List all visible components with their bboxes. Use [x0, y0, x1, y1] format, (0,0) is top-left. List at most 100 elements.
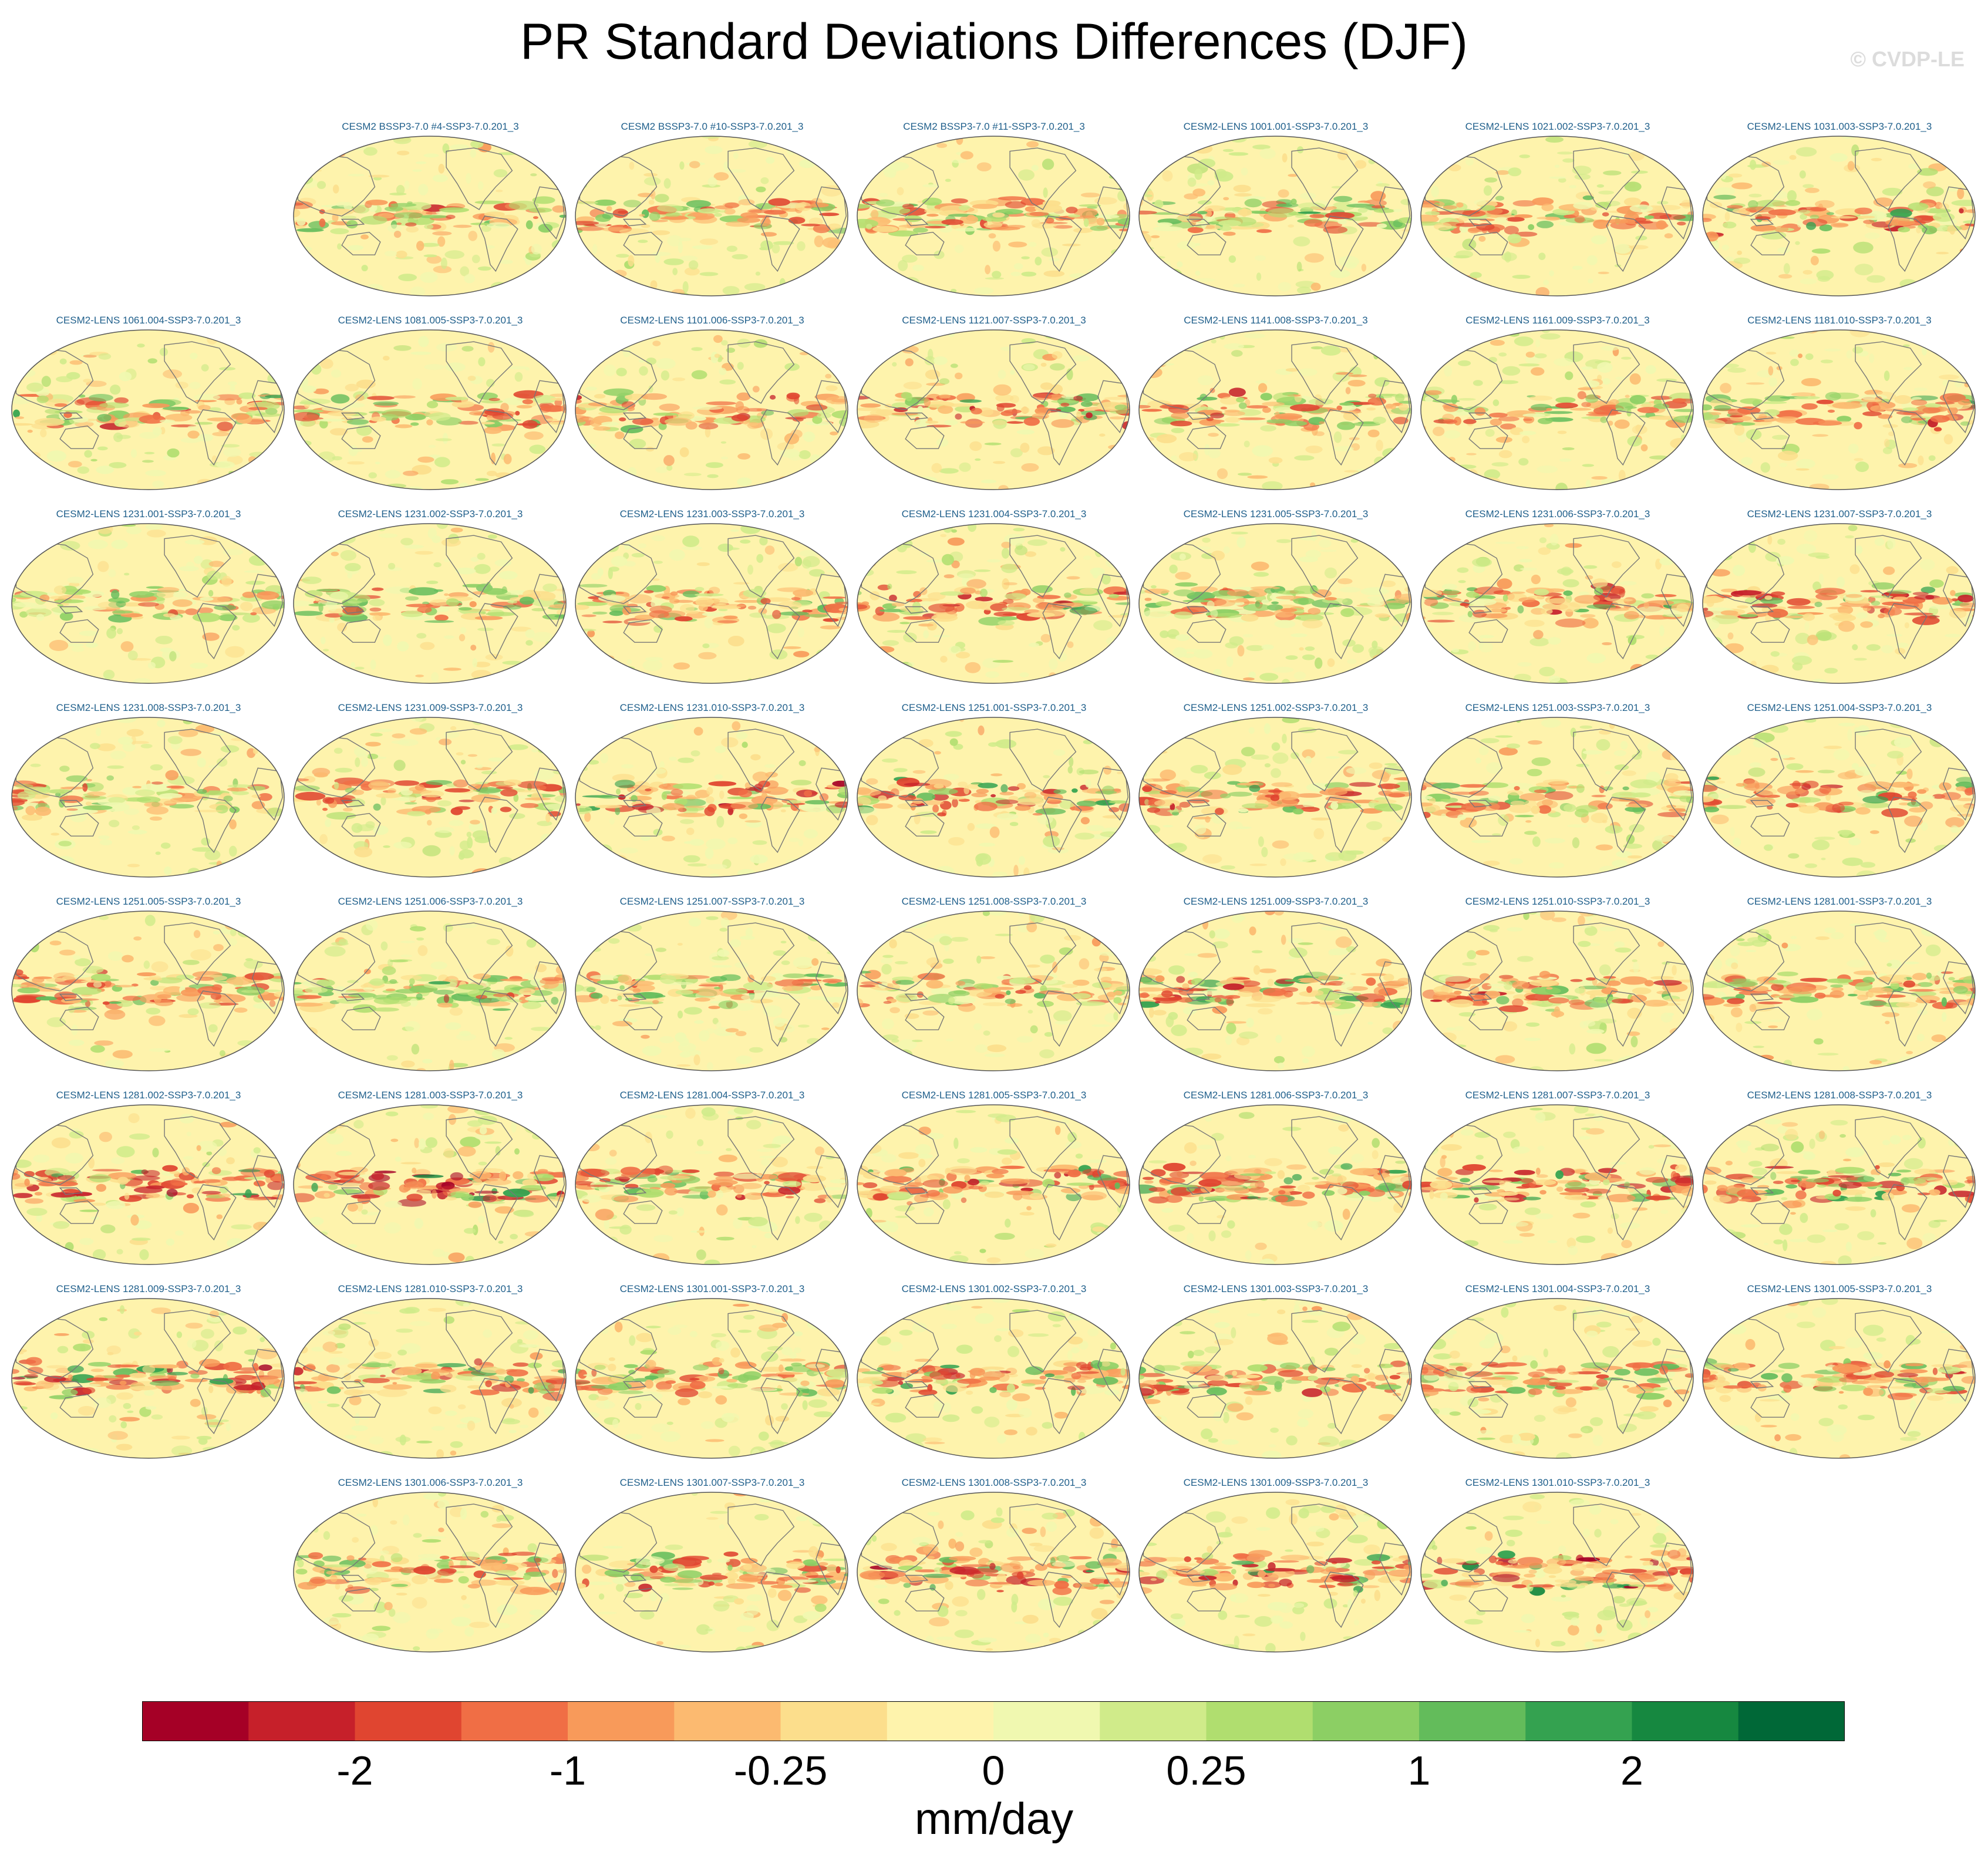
- coastline: [1706, 929, 1785, 992]
- coastline: [59, 1006, 99, 1030]
- coastline: [727, 535, 795, 598]
- coastline: [1706, 348, 1785, 410]
- coastline: [1187, 1587, 1227, 1611]
- coastline: [197, 409, 237, 466]
- coastline: [1424, 154, 1503, 217]
- coastline: [1424, 1510, 1503, 1573]
- map-panel: CESM2-LENS 1081.005-SSP3-7.0.201_3: [292, 315, 568, 497]
- map-panel-title: CESM2-LENS 1081.005-SSP3-7.0.201_3: [338, 315, 523, 326]
- coastline: [1888, 603, 1928, 660]
- map-globe: [857, 717, 1130, 878]
- map-panel: CESM2-LENS 1031.003-SSP3-7.0.201_3: [1701, 121, 1977, 303]
- coastline: [59, 812, 99, 837]
- coastline: [297, 1316, 376, 1379]
- map-panel-title: CESM2-LENS 1301.007-SSP3-7.0.201_3: [619, 1477, 805, 1488]
- coastline: [727, 341, 795, 404]
- coastline: [1143, 1122, 1221, 1185]
- map-panel: CESM2-LENS 1231.004-SSP3-7.0.201_3: [856, 508, 1132, 690]
- map-globe: [1702, 136, 1976, 296]
- map-panel: CESM2-LENS 1251.005-SSP3-7.0.201_3: [11, 896, 287, 1078]
- map-panel-title: CESM2-LENS 1251.004-SSP3-7.0.201_3: [1747, 702, 1932, 713]
- map-globe: [857, 1492, 1130, 1653]
- coastline: [197, 797, 237, 854]
- coastline: [1042, 1378, 1082, 1435]
- map-panel-title: CESM2-LENS 1231.006-SSP3-7.0.201_3: [1465, 508, 1650, 520]
- colorbar-swatch: [1206, 1701, 1313, 1741]
- colorbar-swatch: [142, 1701, 249, 1741]
- map-globe: [1702, 717, 1976, 878]
- map-panel-title: CESM2-LENS 1301.008-SSP3-7.0.201_3: [901, 1477, 1087, 1488]
- map-panel-title: CESM2-LENS 1231.001-SSP3-7.0.201_3: [56, 508, 241, 520]
- map-panel: CESM2-LENS 1251.009-SSP3-7.0.201_3: [1138, 896, 1414, 1078]
- coastline: [760, 797, 800, 854]
- coastline: [1009, 341, 1077, 404]
- coastline: [59, 1187, 83, 1195]
- coastline: [905, 812, 945, 837]
- coastline: [1187, 812, 1227, 837]
- coastline: [59, 606, 83, 614]
- coastline: [1187, 619, 1227, 643]
- coastline: [1186, 800, 1211, 808]
- map-panel: CESM2-LENS 1231.008-SSP3-7.0.201_3: [11, 702, 287, 884]
- coastline: [1009, 1503, 1077, 1566]
- map-panel-title: CESM2-LENS 1301.006-SSP3-7.0.201_3: [338, 1477, 523, 1488]
- map-panel: CESM2-LENS 1181.010-SSP3-7.0.201_3: [1701, 315, 1977, 497]
- coastline: [197, 603, 237, 660]
- coastline: [579, 735, 658, 798]
- coastline: [622, 606, 647, 614]
- coastline: [479, 215, 518, 272]
- coastline: [59, 412, 83, 420]
- coastline: [341, 1587, 381, 1611]
- map-globe: [1702, 329, 1976, 490]
- coastline: [1888, 990, 1928, 1047]
- coastline: [579, 348, 658, 410]
- coastline: [1750, 1394, 1790, 1418]
- coastline: [1143, 929, 1221, 992]
- coastline: [1606, 1572, 1646, 1628]
- coastline: [341, 425, 381, 449]
- coastline: [1606, 1378, 1646, 1435]
- coastline: [1291, 341, 1359, 404]
- map-panel-grid: CESM2 BSSP3-7.0 #4-SSP3-7.0.201_3 CESM2 B…: [11, 121, 1977, 1659]
- coastline: [622, 218, 647, 227]
- map-globe: [11, 911, 285, 1071]
- colorbar-swatch: [1419, 1701, 1526, 1741]
- map-panel-title: CESM2-LENS 1301.004-SSP3-7.0.201_3: [1465, 1283, 1650, 1294]
- colorbar-swatch: [887, 1701, 994, 1741]
- coastline: [1424, 541, 1503, 604]
- map-panel-title: CESM2-LENS 1101.006-SSP3-7.0.201_3: [620, 315, 804, 326]
- map-panel-title: CESM2-LENS 1281.002-SSP3-7.0.201_3: [56, 1090, 241, 1101]
- coastline: [341, 619, 381, 643]
- coastline: [1468, 993, 1492, 1002]
- coastline: [1324, 797, 1364, 854]
- coastline: [1573, 1310, 1640, 1373]
- map-panel: CESM2-LENS 1231.002-SSP3-7.0.201_3: [292, 508, 568, 690]
- map-panel: CESM2-LENS 1231.005-SSP3-7.0.201_3: [1138, 508, 1414, 690]
- coastline: [341, 412, 365, 420]
- map-panel: CESM2-LENS 1301.007-SSP3-7.0.201_3: [574, 1477, 850, 1659]
- map-globe: [857, 1298, 1130, 1459]
- map-globe: [11, 329, 285, 490]
- coastline: [1573, 535, 1640, 598]
- coastline: [623, 1587, 663, 1611]
- coastline: [1143, 348, 1221, 410]
- coastline: [905, 619, 945, 643]
- map-panel-title: CESM2-LENS 1251.002-SSP3-7.0.201_3: [1183, 702, 1369, 713]
- coastline: [164, 341, 231, 404]
- coastline: [1888, 1184, 1928, 1241]
- coastline: [1573, 341, 1640, 404]
- coastline: [1468, 231, 1508, 255]
- coastline: [905, 425, 945, 449]
- map-panel-title: CESM2-LENS 1231.003-SSP3-7.0.201_3: [619, 508, 805, 520]
- map-globe: [1702, 1298, 1976, 1459]
- coastline: [1855, 535, 1922, 598]
- coastline: [1143, 735, 1221, 798]
- map-globe: [1138, 911, 1412, 1071]
- coastline: [297, 1510, 376, 1573]
- map-panel-title: CESM2-LENS 1281.008-SSP3-7.0.201_3: [1747, 1090, 1932, 1101]
- map-panel: CESM2-LENS 1301.008-SSP3-7.0.201_3: [856, 1477, 1132, 1659]
- map-panel-title: CESM2-LENS 1301.010-SSP3-7.0.201_3: [1465, 1477, 1650, 1488]
- coastline: [1187, 1006, 1227, 1030]
- map-panel-title: CESM2-LENS 1251.009-SSP3-7.0.201_3: [1183, 896, 1369, 907]
- coastline: [905, 1394, 945, 1418]
